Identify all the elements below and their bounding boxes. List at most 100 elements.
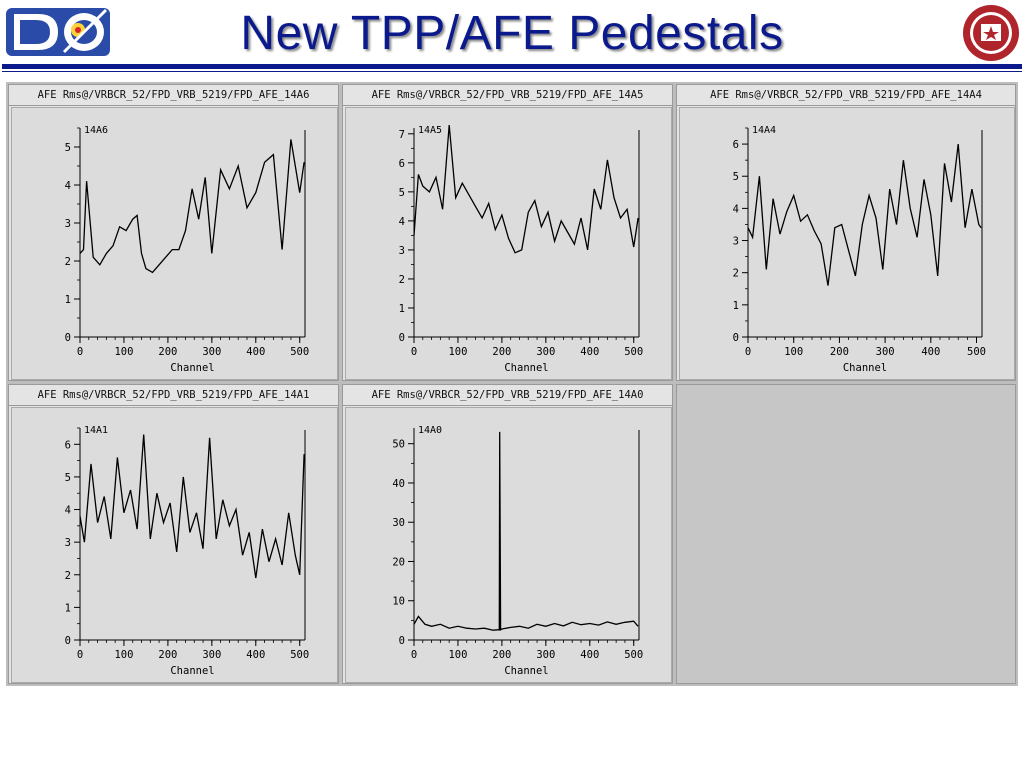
series-label: 14A6 <box>84 125 108 136</box>
x-axis-label: Channel <box>170 362 214 374</box>
series-label: 14A0 <box>418 425 442 436</box>
x-tick-label: 0 <box>411 346 417 358</box>
y-tick-label: 40 <box>392 478 405 490</box>
x-tick-label: 500 <box>967 346 986 358</box>
y-tick-label: 30 <box>392 517 405 529</box>
y-tick-label: 6 <box>65 439 71 451</box>
panel-window-title: AFE Rms@/VRBCR_52/FPD_VRB_5219/FPD_AFE_1… <box>9 85 338 106</box>
x-tick-label: 300 <box>536 346 555 358</box>
x-tick-label: 400 <box>246 346 265 358</box>
plot-panel-14a5: AFE Rms@/VRBCR_52/FPD_VRB_5219/FPD_AFE_1… <box>342 84 673 381</box>
x-tick-label: 100 <box>448 649 467 661</box>
chart-svg: 0 100 200 300 400 500 0 1 2 3 4 5 6 7 Channel 14A5 <box>399 125 644 374</box>
chart-svg: 0 100 200 300 400 500 0 1 2 3 4 5 6 Channel 14A4 <box>733 125 986 374</box>
y-tick-label: 50 <box>392 439 405 451</box>
chart-svg: 0 100 200 300 400 500 0 10 20 30 40 50 Channel 14A0 <box>392 425 643 677</box>
y-tick-label: 2 <box>65 570 71 582</box>
y-tick-label: 1 <box>733 300 739 312</box>
slide-header: New TPP/AFE Pedestals <box>0 0 1024 78</box>
y-tick-label: 3 <box>733 236 739 248</box>
panel-window-title: AFE Rms@/VRBCR_52/FPD_VRB_5219/FPD_AFE_1… <box>343 85 672 106</box>
x-axis-label: Channel <box>843 362 887 374</box>
x-tick-label: 0 <box>77 346 83 358</box>
plot-panel-14a6: AFE Rms@/VRBCR_52/FPD_VRB_5219/FPD_AFE_1… <box>8 84 339 381</box>
x-tick-label: 200 <box>492 346 511 358</box>
x-tick-label: 400 <box>580 346 599 358</box>
series-line <box>413 431 639 631</box>
y-tick-label: 6 <box>733 139 739 151</box>
x-tick-label: 0 <box>77 649 83 661</box>
x-axis-label: Channel <box>504 665 548 677</box>
y-tick-label: 5 <box>65 142 71 154</box>
y-tick-label: 5 <box>399 187 405 199</box>
y-tick-label: 3 <box>399 245 405 257</box>
y-tick-label: 10 <box>392 596 405 608</box>
y-tick-label: 2 <box>65 256 71 268</box>
y-tick-label: 20 <box>392 556 405 568</box>
y-tick-label: 6 <box>399 158 405 170</box>
series-line <box>413 125 639 254</box>
x-tick-label: 200 <box>492 649 511 661</box>
y-tick-label: 5 <box>65 472 71 484</box>
y-tick-label: 3 <box>65 218 71 230</box>
d0-logo-icon <box>6 8 110 56</box>
y-tick-label: 2 <box>399 274 405 286</box>
y-tick-label: 5 <box>733 171 739 183</box>
series-label: 14A4 <box>752 125 776 136</box>
y-tick-label: 0 <box>65 635 71 647</box>
chart-svg: 0 100 200 300 400 500 0 1 2 3 4 5 6 Channel 14A1 <box>65 425 310 677</box>
y-tick-label: 0 <box>65 332 71 344</box>
y-tick-label: 1 <box>399 303 405 315</box>
series-line <box>79 139 305 274</box>
x-axis-label: Channel <box>504 362 548 374</box>
y-tick-label: 0 <box>733 332 739 344</box>
x-axis-label: Channel <box>170 665 214 677</box>
x-tick-label: 300 <box>536 649 555 661</box>
y-tick-label: 1 <box>65 294 71 306</box>
x-tick-label: 100 <box>114 346 133 358</box>
y-tick-label: 4 <box>733 203 739 215</box>
x-tick-label: 100 <box>114 649 133 661</box>
series-label: 14A5 <box>418 125 442 136</box>
x-tick-label: 200 <box>158 346 177 358</box>
university-seal-icon <box>963 5 1019 61</box>
x-tick-label: 500 <box>290 649 309 661</box>
plot-panel-14a4: AFE Rms@/VRBCR_52/FPD_VRB_5219/FPD_AFE_1… <box>676 84 1016 381</box>
header-rule-thin <box>2 71 1022 72</box>
y-tick-label: 1 <box>65 602 71 614</box>
y-tick-label: 0 <box>399 635 405 647</box>
x-tick-label: 500 <box>290 346 309 358</box>
plot-area: 0 100 200 300 400 500 0 1 2 3 4 5 6 Channel 14A1 <box>11 407 338 683</box>
y-tick-label: 4 <box>65 180 71 192</box>
x-tick-label: 500 <box>624 649 643 661</box>
y-tick-label: 0 <box>399 332 405 344</box>
plot-grid: AFE Rms@/VRBCR_52/FPD_VRB_5219/FPD_AFE_1… <box>6 82 1018 686</box>
panel-window-title: AFE Rms@/VRBCR_52/FPD_VRB_5219/FPD_AFE_1… <box>677 85 1015 106</box>
x-tick-label: 300 <box>876 346 895 358</box>
x-tick-label: 300 <box>202 346 221 358</box>
y-tick-label: 3 <box>65 537 71 549</box>
x-tick-label: 0 <box>411 649 417 661</box>
x-tick-label: 200 <box>830 346 849 358</box>
panel-window-title: AFE Rms@/VRBCR_52/FPD_VRB_5219/FPD_AFE_1… <box>343 385 672 406</box>
plot-panel-14a0: AFE Rms@/VRBCR_52/FPD_VRB_5219/FPD_AFE_1… <box>342 384 673 684</box>
x-tick-label: 400 <box>921 346 940 358</box>
series-line <box>79 434 305 579</box>
x-tick-label: 400 <box>246 649 265 661</box>
x-tick-label: 300 <box>202 649 221 661</box>
chart-svg: 0 100 200 300 400 500 0 1 2 3 4 5 Channel 14A6 <box>65 125 310 374</box>
x-tick-label: 200 <box>158 649 177 661</box>
plot-area: 0 100 200 300 400 500 0 1 2 3 4 5 Channel 14A6 <box>11 107 338 380</box>
x-tick-label: 100 <box>448 346 467 358</box>
series-line <box>747 144 982 286</box>
x-tick-label: 400 <box>580 649 599 661</box>
y-tick-label: 7 <box>399 129 405 141</box>
empty-plot-panel <box>676 384 1016 684</box>
x-tick-label: 500 <box>624 346 643 358</box>
y-tick-label: 4 <box>65 505 71 517</box>
page-title: New TPP/AFE Pedestals <box>240 7 784 60</box>
plot-area: 0 100 200 300 400 500 0 10 20 30 40 50 Channel 14A0 <box>345 407 672 683</box>
plot-area: 0 100 200 300 400 500 0 1 2 3 4 5 6 Channel 14A4 <box>679 107 1015 380</box>
x-tick-label: 0 <box>745 346 751 358</box>
y-tick-label: 2 <box>733 268 739 280</box>
